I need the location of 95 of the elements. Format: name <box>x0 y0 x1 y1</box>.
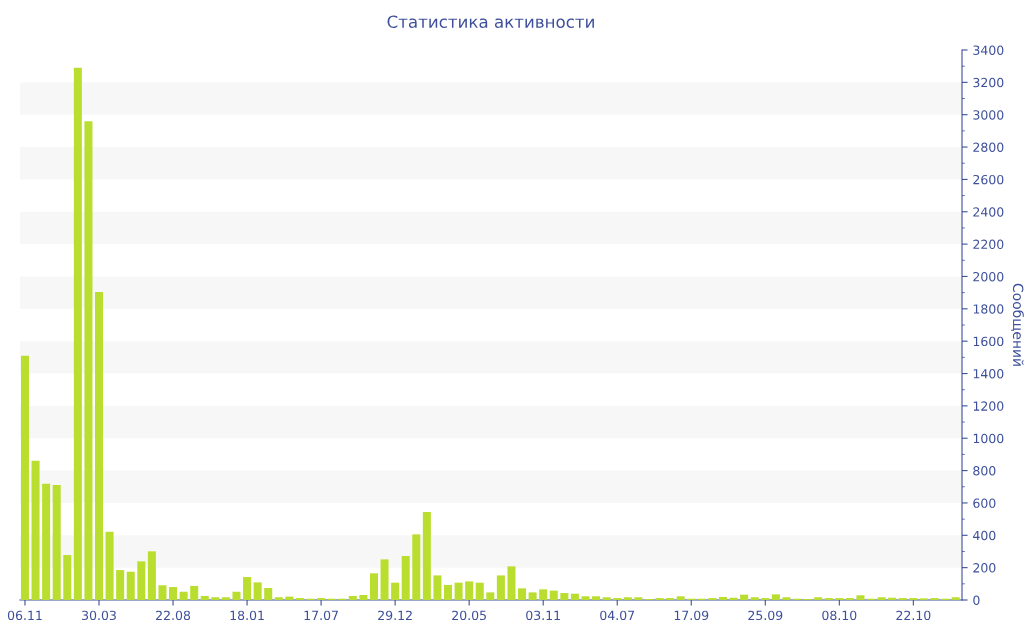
bar <box>496 575 505 600</box>
x-tick-label: 29.12 <box>378 610 412 621</box>
bar <box>20 355 29 600</box>
y-tick-label: 0 <box>973 595 980 605</box>
x-tick-label: 06.11 <box>7 610 42 621</box>
bar <box>169 587 178 600</box>
bar <box>116 570 125 600</box>
y-tick-label: 600 <box>973 498 996 508</box>
bar <box>740 594 749 600</box>
y-tick-label: 2200 <box>973 239 1004 250</box>
bar <box>221 597 230 600</box>
x-tick-label: 20.05 <box>452 610 486 621</box>
x-tick-label: 04.07 <box>600 610 635 621</box>
bar <box>63 555 72 600</box>
bar <box>211 597 220 600</box>
bar <box>359 594 368 600</box>
bar <box>253 582 262 600</box>
bar <box>507 566 516 600</box>
bar <box>84 121 93 600</box>
bar <box>137 561 146 600</box>
x-tick-label: 22.08 <box>156 610 191 621</box>
bar <box>676 596 685 600</box>
bar <box>539 589 548 600</box>
y-tick-label: 1600 <box>973 336 1004 347</box>
x-tick-label: 17.07 <box>304 610 338 621</box>
bar <box>750 597 759 600</box>
bar <box>73 67 82 600</box>
bar <box>465 581 474 600</box>
y-tick-label: 1000 <box>973 433 1004 444</box>
y-axis-title: Сообщений <box>1011 283 1024 366</box>
y-tick-label: 2800 <box>973 142 1004 152</box>
bar <box>147 551 156 600</box>
y-tick-label: 1400 <box>973 369 1004 379</box>
bar <box>570 593 579 600</box>
bar <box>718 596 727 600</box>
bar <box>264 588 273 600</box>
bar <box>232 591 241 600</box>
y-tick-label: 1800 <box>973 304 1004 314</box>
bar <box>52 484 61 600</box>
y-tick-label: 3400 <box>973 45 1004 55</box>
bar <box>369 573 378 600</box>
bar <box>380 559 389 600</box>
bar <box>433 575 442 600</box>
y-tick-label: 800 <box>973 466 996 476</box>
y-tick-label: 3000 <box>973 110 1004 120</box>
y-tick-label: 2000 <box>973 271 1004 282</box>
bar <box>634 597 643 600</box>
y-tick-label: 2400 <box>973 207 1004 217</box>
bar <box>179 591 188 600</box>
bar <box>475 582 484 600</box>
bar <box>814 597 823 600</box>
bar <box>877 597 886 600</box>
bar <box>623 597 632 600</box>
bar <box>560 593 569 600</box>
x-tick-label: 22.10 <box>896 610 931 621</box>
bar <box>856 595 865 600</box>
bar <box>771 594 780 600</box>
bar <box>581 596 590 600</box>
x-tick-label: 25.09 <box>748 610 783 621</box>
bar <box>602 597 611 600</box>
bar <box>158 585 167 600</box>
bar <box>105 531 114 600</box>
y-tick-label: 1200 <box>973 401 1004 411</box>
x-tick-label: 08.10 <box>822 610 857 621</box>
bar <box>42 483 51 600</box>
bar <box>549 590 558 600</box>
bar <box>200 595 209 600</box>
bar <box>528 592 537 600</box>
bar <box>412 534 421 600</box>
bar <box>31 460 40 600</box>
y-tick-label: 400 <box>973 530 996 541</box>
bar <box>190 585 199 600</box>
y-tick-label: 200 <box>973 563 996 573</box>
bar <box>782 597 791 600</box>
bar <box>94 292 104 600</box>
bar <box>422 512 431 600</box>
bar <box>348 595 357 600</box>
bar <box>454 582 463 600</box>
bar <box>951 597 960 600</box>
y-tick-label: 3200 <box>973 77 1004 88</box>
bar <box>126 571 135 600</box>
y-tick-label: 2600 <box>973 174 1004 185</box>
bar <box>443 584 453 600</box>
bar <box>401 556 410 600</box>
x-tick-label: 18.01 <box>230 610 264 621</box>
bar <box>243 577 252 600</box>
x-tick-label: 17.09 <box>674 610 709 621</box>
bar <box>518 588 527 600</box>
x-tick-label: 03.11 <box>526 610 560 621</box>
bar <box>391 582 400 600</box>
bar <box>486 592 495 600</box>
bar <box>274 597 283 600</box>
bar <box>592 596 601 600</box>
x-tick-label: 30.03 <box>82 610 116 621</box>
chart-title: Статистика активности <box>387 15 594 29</box>
